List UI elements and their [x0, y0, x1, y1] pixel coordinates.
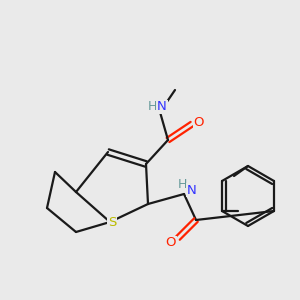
Text: N: N: [187, 184, 197, 196]
Text: O: O: [166, 236, 176, 250]
Text: H: H: [177, 178, 187, 190]
Text: H: H: [147, 100, 157, 113]
Text: N: N: [157, 100, 167, 113]
Text: O: O: [194, 116, 204, 130]
Text: S: S: [108, 217, 116, 230]
